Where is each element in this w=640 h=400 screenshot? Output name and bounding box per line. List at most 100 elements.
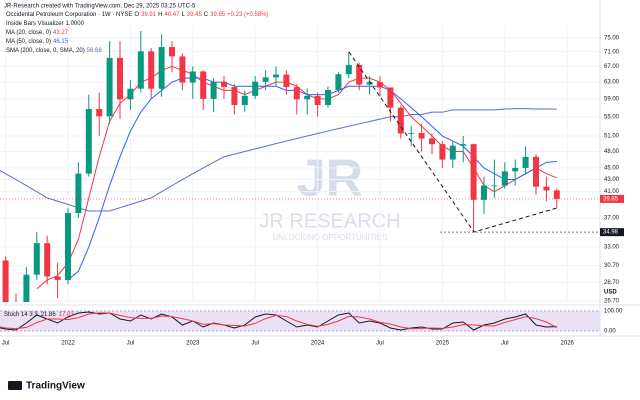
legend-value: 46.15 [53, 39, 69, 45]
candle-body [470, 144, 477, 200]
candle-body [335, 74, 342, 90]
legend-row: SMA (200, close, 0, SMA, 20) 56.68 [6, 48, 102, 54]
y-tick-label: 67.00 [604, 64, 620, 70]
candle-body [179, 56, 186, 83]
candle-body [117, 57, 123, 100]
candle-body [252, 81, 259, 96]
candle-body [85, 109, 92, 174]
y-tick-label: 63.00 [604, 80, 620, 86]
candle-body [293, 87, 300, 100]
watermark-logo: JR [297, 150, 363, 208]
x-tick-label: Jul [251, 341, 259, 347]
legend-value: 56.68 [87, 48, 103, 54]
chart-title: JR-Research created with TradingView.com… [4, 4, 196, 10]
candle-body [44, 243, 51, 277]
candle-body [96, 109, 103, 117]
candle-body [429, 138, 435, 145]
y-tick-label: 71.00 [604, 49, 620, 55]
ohlc-value: 39.85 [210, 12, 226, 18]
candle-body [345, 64, 352, 75]
candle-body [54, 276, 61, 280]
indicator-name: Inside Bars Visualizer [6, 21, 64, 27]
candle-body [366, 82, 373, 85]
candle-body [210, 81, 217, 99]
legend-entry: MA (20, close, 0) [6, 30, 51, 36]
candle-body [481, 185, 487, 200]
candle-body [148, 51, 155, 89]
ohlc-label: H [158, 12, 162, 18]
candle-body [512, 167, 519, 172]
x-tick-label: Jul [501, 341, 509, 347]
ohlc-label: C [204, 12, 209, 18]
candle-body [33, 243, 40, 275]
level-badge [600, 228, 624, 237]
oscillator-name: Stoch 14 3 3 [4, 312, 38, 318]
candle-body [2, 260, 9, 302]
footer: TradingView [8, 381, 85, 392]
candle-body [23, 274, 30, 302]
candle-body [127, 88, 134, 100]
currency-label: USD [604, 290, 617, 296]
oscillator-band [0, 311, 600, 331]
candle-body [314, 95, 321, 105]
y-tick-label: 51.00 [604, 134, 620, 140]
watermark-tagline: UNLOCKING OPPORTUNITIES [273, 233, 388, 242]
candle-body [231, 87, 238, 105]
candle-body [189, 71, 196, 83]
candle-body [377, 82, 383, 88]
candle-body [262, 77, 269, 82]
candle-body [283, 74, 290, 88]
price-label: 39.85 [603, 196, 619, 202]
x-tick-label: Jul [2, 341, 10, 347]
oscillator-tick-label: 0.00 [604, 329, 616, 335]
y-tick-label: 30.70 [604, 263, 620, 269]
candle-body [241, 95, 248, 105]
y-tick-label: 48.00 [604, 149, 620, 155]
candle-body [106, 57, 113, 117]
candle-body [75, 173, 82, 214]
ohlc-value: 39.45 [187, 12, 203, 18]
y-tick-label: 33.00 [604, 245, 620, 251]
candle-body [273, 74, 279, 78]
ohlc-value: 39.91 [141, 12, 157, 18]
y-tick-label: 55.00 [604, 114, 620, 120]
candle-body [65, 213, 71, 280]
legend-entry: MA (50, close, 0) [6, 39, 51, 45]
legend-row: MA (50, close, 0) 46.15 [6, 39, 69, 45]
watermark-name: JR RESEARCH [259, 210, 400, 232]
y-tick-label: 75.00 [604, 35, 620, 41]
candle-body [408, 133, 415, 134]
ohlc-value: 40.47 [164, 12, 180, 18]
candle-body [158, 47, 165, 89]
price-pane [0, 26, 600, 302]
legend-row: MA (20, close, 0) 43.27 [6, 30, 69, 36]
y-tick-label: 37.00 [604, 215, 620, 221]
oscillator-d: 17.03 [59, 312, 75, 318]
legend-value: 43.27 [53, 30, 69, 36]
legend-row: Inside Bars Visualizer 1.0000 [6, 21, 85, 27]
candle-body [169, 47, 175, 57]
oscillator-tick-label: 100.00 [604, 309, 623, 315]
candle-body [418, 133, 425, 139]
candle-body [439, 144, 446, 160]
candle-body [221, 81, 227, 88]
x-tick-label: 2025 [436, 341, 450, 347]
brand-name: TradingView [26, 381, 85, 392]
candle-body [304, 95, 311, 100]
x-tick-label: 2026 [561, 341, 575, 347]
candle-body [553, 190, 560, 199]
x-tick-label: 2022 [61, 341, 75, 347]
trend-line [348, 51, 558, 233]
x-tick-label: Jul [127, 341, 135, 347]
candle-body [387, 87, 394, 108]
ma-line [0, 108, 557, 212]
candle-body [356, 64, 363, 85]
oscillator-legend: Stoch 14 3 3 21.86 17.03 [4, 312, 74, 318]
legend-symbol: Occidental Petroleum Corporation · 1W · … [6, 12, 132, 18]
ohlc-label: L [181, 12, 185, 18]
x-tick-label: Jul [376, 341, 384, 347]
candle-body [137, 51, 144, 89]
brand-logo [8, 381, 22, 390]
price-badge [600, 194, 624, 203]
